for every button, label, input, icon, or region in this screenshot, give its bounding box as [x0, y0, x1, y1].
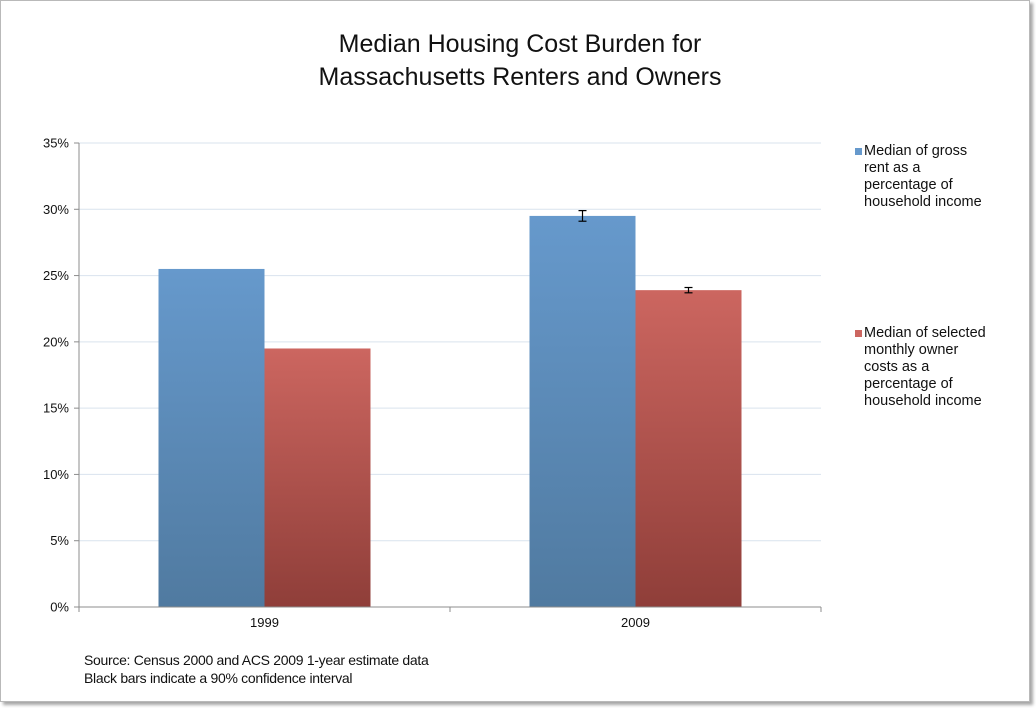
legend-owner-line: household income — [864, 393, 1029, 410]
legend-label-owner: Median of selected monthly owner costs a… — [864, 325, 1029, 410]
y-tick-label: 0% — [50, 600, 69, 615]
y-tick-label: 10% — [43, 467, 69, 482]
y-tick-label: 5% — [50, 533, 69, 548]
legend-owner-line: monthly owner — [864, 342, 1029, 359]
bar-1999-series-2 — [265, 348, 371, 607]
legend-rent-line: percentage of — [864, 177, 1029, 194]
legend-rent-line: Median of gross — [864, 143, 1029, 160]
y-tick-label: 30% — [43, 202, 69, 217]
y-tick-label: 25% — [43, 268, 69, 283]
y-tick-label: 35% — [43, 136, 69, 151]
legend-label-rent: Median of gross rent as a percentage of … — [864, 143, 1029, 211]
source-note: Source: Census 2000 and ACS 2009 1-year … — [84, 651, 428, 669]
y-tick-label: 15% — [43, 401, 69, 416]
bar-2009-series-1 — [530, 216, 636, 607]
bar-1999-series-1 — [159, 269, 265, 607]
confidence-note: Black bars indicate a 90% confidence int… — [84, 669, 352, 687]
legend-swatch-rent — [855, 148, 862, 155]
x-tick-label: 2009 — [621, 615, 650, 630]
bar-2009-series-2 — [636, 290, 742, 607]
legend-rent-line: household income — [864, 194, 1029, 211]
legend-owner-line: percentage of — [864, 376, 1029, 393]
y-tick-label: 20% — [43, 334, 69, 349]
legend-owner-line: Median of selected — [864, 325, 1029, 342]
x-tick-label: 1999 — [250, 615, 279, 630]
legend-swatch-owner — [855, 330, 862, 337]
legend-rent-line: rent as a — [864, 160, 1029, 177]
legend-owner-line: costs as a — [864, 359, 1029, 376]
